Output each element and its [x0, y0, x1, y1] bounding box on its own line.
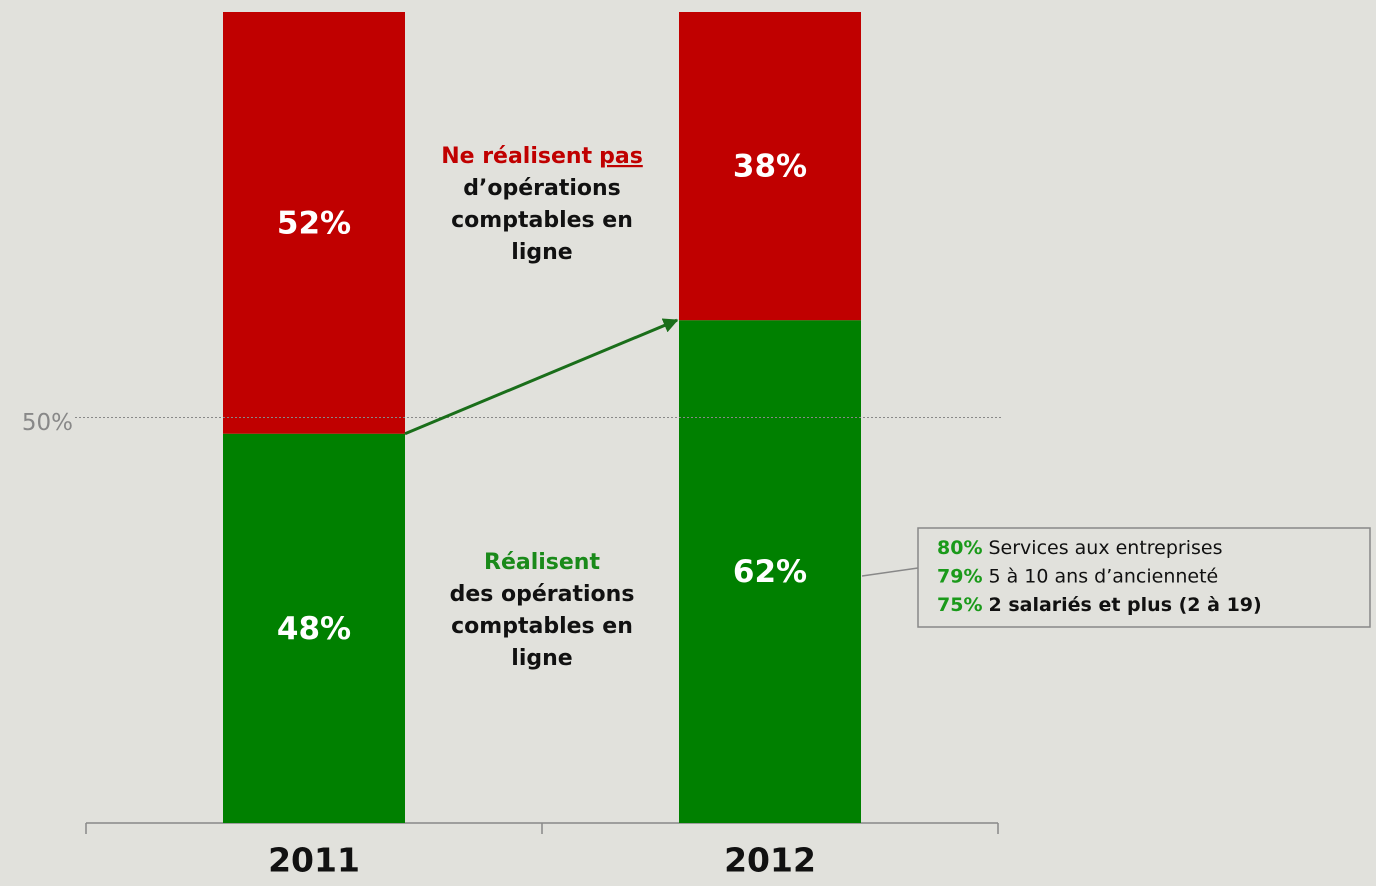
value-label: 38%	[733, 149, 807, 185]
note-lead-text: Ne réalisent	[441, 144, 592, 169]
bar-segment	[223, 433, 405, 823]
callout-text: Services aux entreprises	[988, 537, 1222, 559]
note-line: ligne	[511, 240, 572, 265]
callout-value: 80%	[937, 537, 982, 559]
bar-segment	[223, 12, 405, 434]
bar-segment	[679, 320, 861, 823]
callout-connector	[861, 567, 919, 577]
note-line: des opérations	[450, 582, 635, 607]
callout-line: 75% 2 salariés et plus (2 à 19)	[937, 594, 1262, 616]
x-tick-label: 2012	[724, 841, 816, 880]
callout-value: 79%	[937, 565, 982, 587]
note-lead: Ne réalisent pas	[441, 144, 643, 169]
y-tick-label: 50%	[22, 410, 73, 436]
value-label: 52%	[277, 205, 351, 241]
note-emphasis: pas	[599, 144, 643, 169]
note-lead-text: Réalisent	[484, 550, 600, 575]
callout-box	[917, 527, 1371, 628]
value-label: 62%	[733, 554, 807, 590]
note-line: d’opérations	[463, 176, 621, 201]
note-line: comptables en	[451, 208, 633, 233]
callout-text: 2 salariés et plus (2 à 19)	[988, 594, 1261, 616]
callout-text: 5 à 10 ans d’ancienneté	[988, 565, 1218, 587]
value-label: 48%	[277, 611, 351, 647]
note-line: comptables en	[451, 614, 633, 639]
note-line: ligne	[511, 646, 572, 671]
callout-line: 80% Services aux entreprises	[937, 537, 1223, 559]
callout-line: 79% 5 à 10 ans d’ancienneté	[937, 565, 1218, 587]
trend-arrow	[404, 318, 679, 436]
bar-segment	[679, 12, 861, 321]
x-tick-label: 2011	[268, 841, 360, 880]
note-lead: Réalisent	[484, 550, 600, 575]
callout-value: 75%	[937, 594, 982, 616]
